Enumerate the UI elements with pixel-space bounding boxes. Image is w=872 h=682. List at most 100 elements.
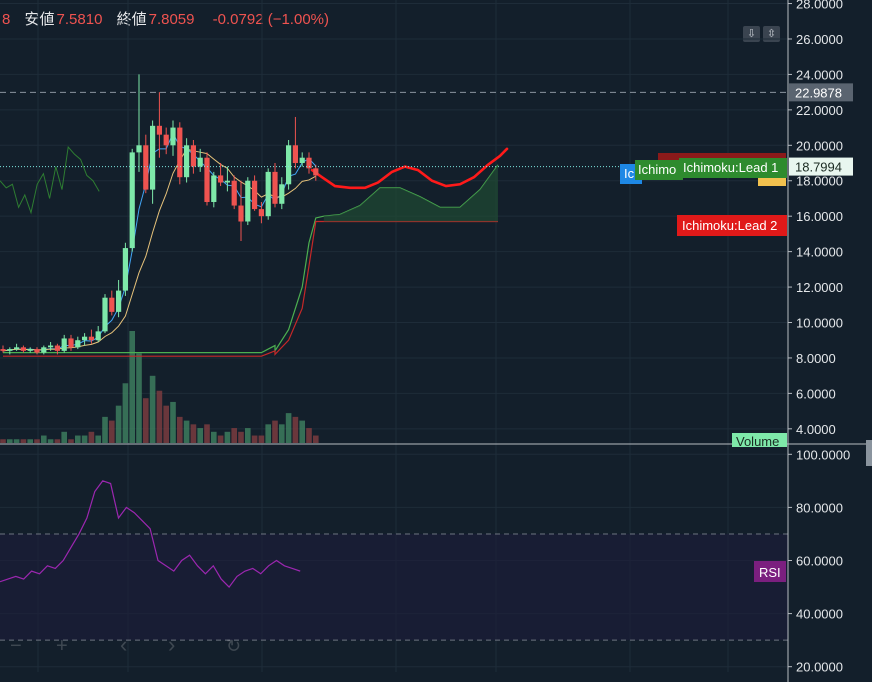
volume-bar [7,439,13,443]
candle-body [292,145,298,164]
candle-body [14,347,20,350]
candle-body [238,205,244,222]
volume-bar [156,390,163,443]
candle-body [306,157,312,169]
conversion-line [2,132,317,352]
volume-bar [47,439,54,443]
volume-bar [272,420,278,443]
candle-body [211,175,217,203]
last-price-tag [789,157,853,176]
candle-body [197,157,203,167]
candle-body [34,349,40,353]
low-value: 7.5810 [56,11,103,28]
axis-tick-label: 100.0000 [796,447,850,462]
scrollbar-handle [866,440,872,466]
volume-bar [292,416,299,443]
ohlc-partial-value: 8 [2,11,11,28]
volume-bar [54,439,61,443]
rsi-tag-bg [754,561,786,582]
volume-bar [285,413,292,443]
volume-bar [245,428,251,443]
volume-bar [13,439,20,443]
candle-body [48,345,54,348]
candle-body [170,127,176,146]
volume-bar [197,428,203,443]
candle-body [20,347,26,351]
arrow-down-icon[interactable]: ⇩ [743,26,760,42]
axis-tick-label: 20.0000 [796,138,843,153]
candle-body [54,345,60,351]
volume-tag-bg [732,433,787,447]
volume-bar [204,424,210,443]
scroll-left-icon: ‹ [120,632,127,657]
volume-bar [149,375,156,443]
ichimoku-cloud [323,164,498,222]
volume-bar [75,435,81,443]
ichimoku-lead1-line [3,164,499,354]
volume-bar [170,401,176,443]
volume-bar [258,435,265,443]
candle-body [143,145,149,190]
collapse-icon[interactable]: ⇳ [763,26,780,42]
volume-bar [136,353,142,443]
candle-body [150,125,156,190]
candle-body [252,180,258,210]
volume-bar [0,439,6,443]
volume-bar [265,424,271,443]
candle-body [245,180,251,222]
projection-line [310,147,509,190]
volume-bar [41,435,47,443]
candle-body [279,184,285,204]
volume-bar [177,416,183,443]
volume-bar [143,398,149,443]
candle-body [286,145,292,185]
volume-bar [251,435,258,443]
volume-bar [231,428,237,443]
candle-body [75,340,81,348]
volume-bars [0,331,319,443]
candle-body [0,349,6,351]
candles [0,74,319,355]
axis-tick-label: 22.0000 [796,103,843,118]
candle-body [68,338,74,348]
last-price-value: 18.7994 [795,160,842,175]
volume-bar [306,428,312,443]
axis-tick-label: 18.0000 [796,174,843,189]
change-value: -0.0792 (−1.00%) [212,11,329,28]
volume-bar [224,431,231,443]
ichimoku-lagging-line [0,145,100,215]
volume-bar [115,405,122,443]
volume-bar [299,420,305,443]
axis-tick-label: 14.0000 [796,245,843,260]
volume-bar [313,435,319,443]
rsi-band-fill [0,533,788,641]
axis-tick-label: 6.0000 [796,386,836,401]
lead2-tag-label: Ichimoku:Lead 2 [682,218,777,233]
candle-body [109,297,115,312]
candle-body [88,336,94,341]
candle-body [177,127,183,178]
volume-bar [183,420,190,443]
volume-bar [20,439,27,443]
axis-tick-label: 8.0000 [796,351,836,366]
candle-body [190,145,196,167]
candle-body [265,171,271,217]
volume-bar [163,405,169,443]
ohlc-readout: 8 安値 7.5810 終値 7.8059 -0.0792 (−1.00%) [0,8,329,28]
volume-bar [27,439,33,443]
candle-body [82,336,88,341]
axis-tick-label: 20.0000 [796,660,843,675]
axis-tick-label: 40.0000 [796,607,843,622]
close-label: 終値 [116,11,147,28]
volume-bar [217,435,224,443]
lead1-tag-bg [679,158,787,178]
candle-body [156,125,162,135]
candle-body [218,175,224,183]
axis-tick-label: 4.0000 [796,422,836,437]
dashed-level-value: 22.9878 [795,85,842,100]
axis-tick-label: 12.0000 [796,280,843,295]
ic-tag-label: Ic [624,166,635,181]
base-line-tag [758,178,786,186]
candle-body [184,145,190,178]
